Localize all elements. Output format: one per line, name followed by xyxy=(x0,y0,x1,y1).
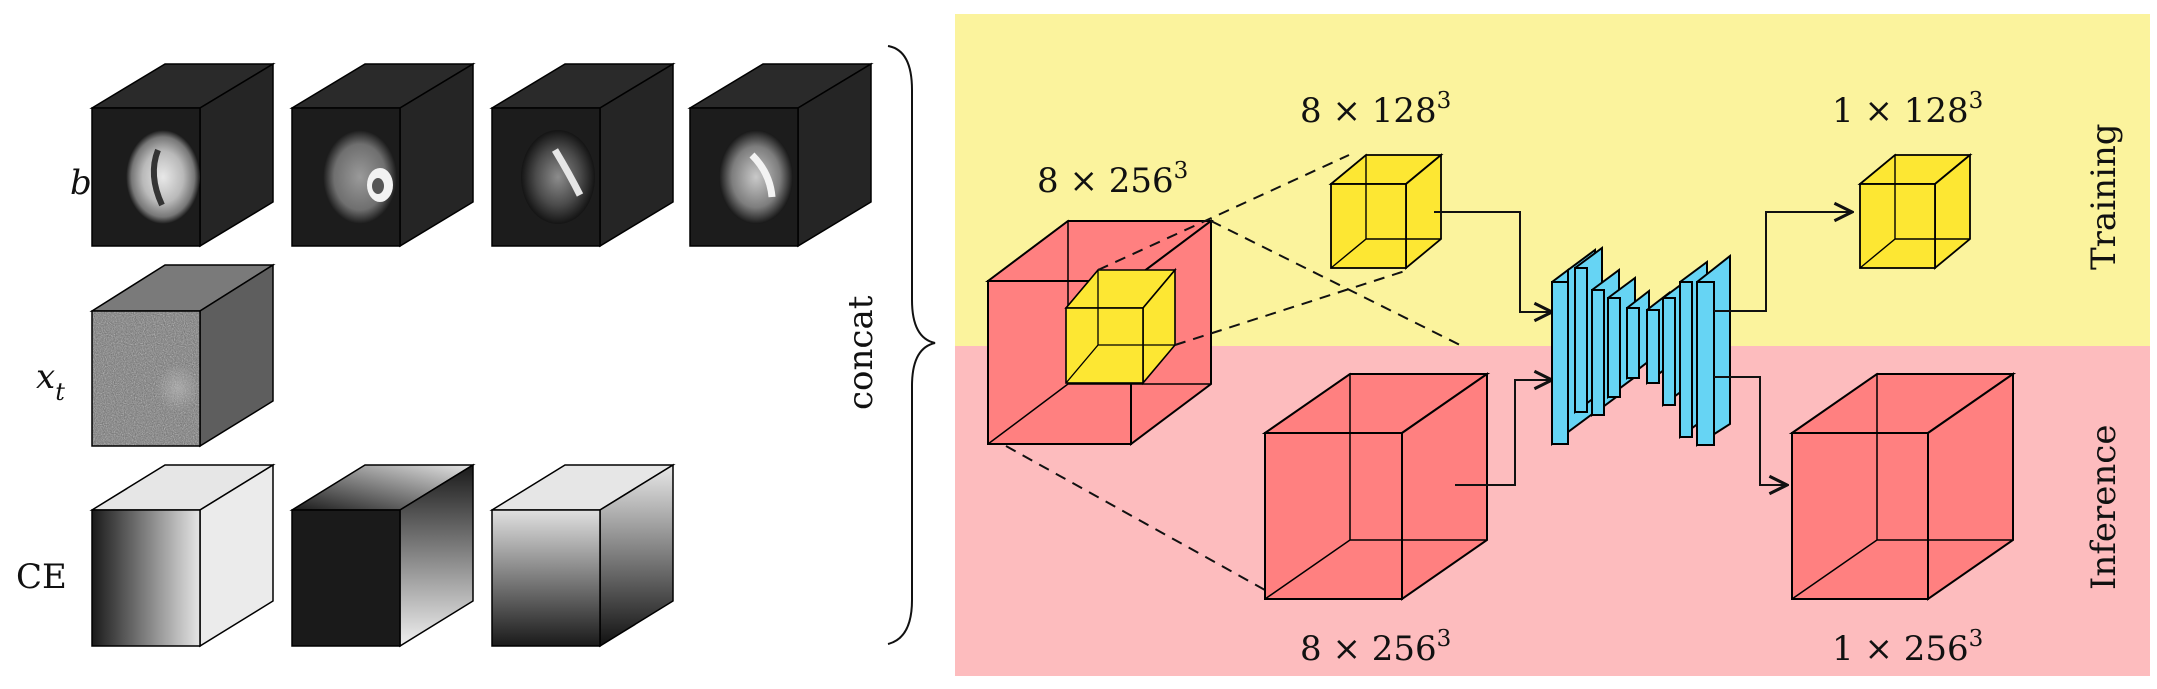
mri-cube-1 xyxy=(89,62,276,248)
network-input-arrows xyxy=(1434,211,1552,486)
label-output-training-base: 1 × 128 xyxy=(1832,91,1969,131)
label-crop-small-exp: 3 xyxy=(1437,88,1452,114)
unet-network xyxy=(1551,246,1731,447)
row-b: b xyxy=(70,62,874,248)
row-xt-label: xt xyxy=(36,357,65,406)
label-crop-small: 8 × 1283 xyxy=(1300,88,1451,131)
label-output-inference-exp: 3 xyxy=(1969,626,1984,652)
row-ce: CE xyxy=(16,463,676,648)
concat-label: concat xyxy=(841,295,881,410)
mri-cube-2 xyxy=(289,62,476,248)
output-volume-inference xyxy=(1788,372,2017,601)
ce-cube-2 xyxy=(289,463,476,648)
label-input-large-exp: 3 xyxy=(1174,158,1189,184)
crop-projection-lines xyxy=(1005,154,1461,591)
inference-label: Inference xyxy=(2084,425,2124,590)
noise-cube xyxy=(89,263,276,448)
mri-cube-4 xyxy=(687,62,874,248)
mri-cube-3 xyxy=(489,62,676,248)
row-b-label: b xyxy=(70,163,92,203)
concat-brace xyxy=(887,45,936,645)
label-input-inference-exp: 3 xyxy=(1437,626,1452,652)
row-xt-label-sub: t xyxy=(55,378,65,406)
label-output-inference: 1 × 2563 xyxy=(1832,626,1983,669)
label-input-inference-base: 8 × 256 xyxy=(1300,629,1437,669)
ce-cube-1 xyxy=(89,463,276,648)
label-input-large: 8 × 2563 xyxy=(1037,158,1188,201)
crop-volume-training xyxy=(1328,153,1444,270)
training-label: Training xyxy=(2084,123,2124,270)
row-xt-label-main: x xyxy=(36,357,55,397)
ce-cube-3 xyxy=(489,463,676,648)
label-output-inference-base: 1 × 256 xyxy=(1832,629,1969,669)
row-xt: xt xyxy=(36,263,276,448)
output-volume-training xyxy=(1857,153,1973,270)
row-ce-label: CE xyxy=(16,557,67,597)
network-output-arrows xyxy=(1714,212,1852,485)
label-output-training: 1 × 1283 xyxy=(1832,88,1983,131)
crop-inside-volume xyxy=(1064,267,1177,386)
label-input-inference: 8 × 2563 xyxy=(1300,626,1451,669)
label-input-large-base: 8 × 256 xyxy=(1037,161,1174,201)
label-output-training-exp: 3 xyxy=(1969,88,1984,114)
label-crop-small-base: 8 × 128 xyxy=(1300,91,1437,131)
input-volume-inference xyxy=(1261,372,1491,601)
